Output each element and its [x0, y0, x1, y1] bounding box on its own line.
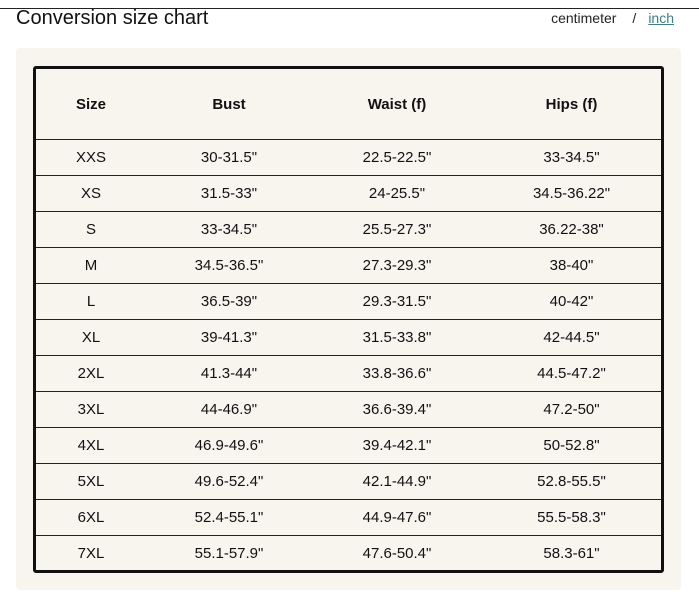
cell-waist: 27.3-29.3"	[312, 247, 482, 284]
cell-hips: 33-34.5"	[482, 139, 661, 176]
cell-hips: 42-44.5"	[482, 319, 661, 356]
cell-waist: 31.5-33.8"	[312, 319, 482, 356]
cell-bust: 36.5-39"	[146, 283, 312, 320]
cell-hips: 47.2-50"	[482, 391, 661, 428]
cell-size: 6XL	[36, 499, 146, 536]
unit-toggle: centimeter / inch	[551, 10, 674, 26]
table-row: 4XL 46.9-49.6" 39.4-42.1" 50-52.8"	[36, 427, 661, 464]
table-row: 6XL 52.4-55.1" 44.9-47.6" 55.5-58.3"	[36, 499, 661, 536]
size-chart-table-container: Size Bust Waist (f) Hips (f) XXS 30-31.5"…	[33, 66, 664, 573]
table-row: XS 31.5-33" 24-25.5" 34.5-36.22"	[36, 175, 661, 212]
cell-bust: 46.9-49.6"	[146, 427, 312, 464]
cell-waist: 44.9-47.6"	[312, 499, 482, 536]
cell-waist: 42.1-44.9"	[312, 463, 482, 500]
cell-bust: 49.6-52.4"	[146, 463, 312, 500]
column-header-bust: Bust	[146, 69, 312, 140]
table-row: 5XL 49.6-52.4" 42.1-44.9" 52.8-55.5"	[36, 463, 661, 500]
table-row: L 36.5-39" 29.3-31.5" 40-42"	[36, 283, 661, 320]
cell-size: L	[36, 283, 146, 320]
cell-hips: 55.5-58.3"	[482, 499, 661, 536]
cell-waist: 25.5-27.3"	[312, 211, 482, 248]
table-row: 2XL 41.3-44" 33.8-36.6" 44.5-47.2"	[36, 355, 661, 392]
cell-waist: 22.5-22.5"	[312, 139, 482, 176]
cell-size: XXS	[36, 139, 146, 176]
cell-waist: 39.4-42.1"	[312, 427, 482, 464]
cell-hips: 34.5-36.22"	[482, 175, 661, 212]
cell-waist: 33.8-36.6"	[312, 355, 482, 392]
cell-size: S	[36, 211, 146, 248]
table-row: S 33-34.5" 25.5-27.3" 36.22-38"	[36, 211, 661, 248]
column-header-hips: Hips (f)	[482, 69, 661, 140]
cell-waist: 29.3-31.5"	[312, 283, 482, 320]
cell-hips: 52.8-55.5"	[482, 463, 661, 500]
cell-bust: 30-31.5"	[146, 139, 312, 176]
cell-bust: 31.5-33"	[146, 175, 312, 212]
centimeter-option[interactable]: centimeter	[551, 10, 617, 26]
cell-bust: 33-34.5"	[146, 211, 312, 248]
unit-separator: /	[632, 10, 637, 26]
top-divider	[0, 8, 699, 9]
column-header-size: Size	[36, 69, 146, 140]
cell-waist: 36.6-39.4"	[312, 391, 482, 428]
cell-hips: 38-40"	[482, 247, 661, 284]
cell-bust: 52.4-55.1"	[146, 499, 312, 536]
cell-size: XL	[36, 319, 146, 356]
cell-size: XS	[36, 175, 146, 212]
cell-bust: 34.5-36.5"	[146, 247, 312, 284]
table-row: 3XL 44-46.9" 36.6-39.4" 47.2-50"	[36, 391, 661, 428]
table-row: M 34.5-36.5" 27.3-29.3" 38-40"	[36, 247, 661, 284]
inch-option[interactable]: inch	[648, 10, 674, 26]
table-row: XL 39-41.3" 31.5-33.8" 42-44.5"	[36, 319, 661, 356]
cell-bust: 39-41.3"	[146, 319, 312, 356]
cell-bust: 44-46.9"	[146, 391, 312, 428]
cell-size: 4XL	[36, 427, 146, 464]
column-header-waist: Waist (f)	[312, 69, 482, 140]
cell-size: 7XL	[77, 545, 105, 562]
cell-size: M	[36, 247, 146, 284]
cell-bust: 55.1-57.9"	[194, 545, 264, 562]
table-row: XXS 30-31.5" 22.5-22.5" 33-34.5"	[36, 139, 661, 176]
cell-bust: 41.3-44"	[146, 355, 312, 392]
cell-hips: 36.22-38"	[482, 211, 661, 248]
page-title: Conversion size chart	[16, 7, 209, 29]
cell-size: 5XL	[36, 463, 146, 500]
table-header-row: Size Bust Waist (f) Hips (f)	[36, 69, 661, 140]
cell-size: 2XL	[36, 355, 146, 392]
cell-waist: 47.6-50.4"	[362, 545, 432, 562]
cell-size: 3XL	[36, 391, 146, 428]
table-row: 7XL 55.1-57.9" 47.6-50.4" 58.3-61"	[36, 536, 661, 572]
size-chart-table: Size Bust Waist (f) Hips (f) XXS 30-31.5"…	[36, 69, 661, 571]
cell-hips: 40-42"	[482, 283, 661, 320]
cell-hips: 58.3-61"	[543, 545, 600, 562]
cell-waist: 24-25.5"	[312, 175, 482, 212]
cell-hips: 44.5-47.2"	[482, 355, 661, 392]
cell-hips: 50-52.8"	[482, 427, 661, 464]
